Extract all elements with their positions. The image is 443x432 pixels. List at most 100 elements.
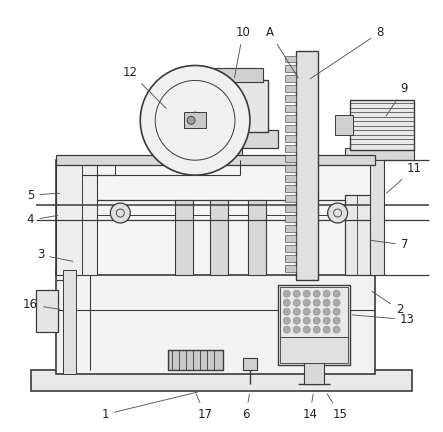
Text: 13: 13 xyxy=(352,313,415,326)
Bar xyxy=(243,358,257,369)
Bar xyxy=(285,195,296,202)
Bar xyxy=(350,100,414,150)
Circle shape xyxy=(313,308,320,315)
Bar xyxy=(55,160,374,275)
Bar xyxy=(55,270,374,375)
Bar xyxy=(285,86,296,92)
Bar xyxy=(334,115,353,135)
Circle shape xyxy=(110,203,130,223)
Text: 16: 16 xyxy=(23,298,60,311)
Circle shape xyxy=(313,299,320,306)
Circle shape xyxy=(284,326,290,333)
Text: 17: 17 xyxy=(196,394,213,421)
Bar xyxy=(285,225,296,232)
Text: 10: 10 xyxy=(234,26,250,78)
Text: 6: 6 xyxy=(242,394,250,421)
Bar xyxy=(285,95,296,102)
Bar xyxy=(285,135,296,142)
Text: A: A xyxy=(266,26,298,78)
Circle shape xyxy=(293,326,300,333)
Text: 1: 1 xyxy=(101,392,198,421)
Circle shape xyxy=(293,308,300,315)
Bar xyxy=(285,56,296,63)
Bar xyxy=(304,362,324,384)
Bar xyxy=(55,155,374,165)
Text: 2: 2 xyxy=(372,291,403,316)
Bar xyxy=(184,112,206,128)
Bar xyxy=(285,175,296,182)
Bar xyxy=(200,80,268,132)
Circle shape xyxy=(303,308,310,315)
Circle shape xyxy=(323,308,330,315)
Bar xyxy=(35,290,58,332)
Circle shape xyxy=(303,317,310,324)
Bar xyxy=(345,148,414,160)
Circle shape xyxy=(328,203,348,223)
Bar xyxy=(285,205,296,212)
Circle shape xyxy=(303,299,310,306)
Circle shape xyxy=(303,290,310,297)
Circle shape xyxy=(313,290,320,297)
Bar xyxy=(285,115,296,122)
Bar xyxy=(168,349,223,369)
Bar xyxy=(285,215,296,222)
Text: 11: 11 xyxy=(387,162,422,193)
Circle shape xyxy=(284,290,290,297)
Circle shape xyxy=(333,299,340,306)
Text: 14: 14 xyxy=(302,394,317,421)
Circle shape xyxy=(303,326,310,333)
Text: 15: 15 xyxy=(327,394,347,421)
Bar xyxy=(285,155,296,162)
Circle shape xyxy=(333,290,340,297)
Bar xyxy=(369,160,385,275)
Circle shape xyxy=(293,290,300,297)
Bar xyxy=(296,51,318,280)
Bar xyxy=(285,125,296,132)
Bar xyxy=(285,145,296,152)
Circle shape xyxy=(293,317,300,324)
Circle shape xyxy=(333,317,340,324)
Circle shape xyxy=(323,299,330,306)
Text: 4: 4 xyxy=(27,213,58,226)
Bar xyxy=(285,66,296,73)
Bar xyxy=(280,337,348,362)
Circle shape xyxy=(333,308,340,315)
Circle shape xyxy=(313,326,320,333)
Bar xyxy=(62,270,77,375)
Circle shape xyxy=(284,299,290,306)
Bar xyxy=(285,245,296,252)
Bar xyxy=(285,76,296,83)
Text: 9: 9 xyxy=(386,82,408,116)
Bar xyxy=(345,195,374,275)
Text: 12: 12 xyxy=(123,66,166,108)
Circle shape xyxy=(333,326,340,333)
Bar xyxy=(285,165,296,172)
Bar xyxy=(285,255,296,262)
Bar xyxy=(285,185,296,192)
Text: 7: 7 xyxy=(370,238,408,251)
Bar xyxy=(285,105,296,112)
Circle shape xyxy=(313,317,320,324)
Text: 8: 8 xyxy=(310,26,383,79)
Bar xyxy=(210,200,228,275)
Bar xyxy=(175,200,193,275)
Bar xyxy=(188,130,278,148)
Bar xyxy=(285,265,296,272)
Bar xyxy=(55,160,97,275)
Circle shape xyxy=(293,299,300,306)
Circle shape xyxy=(187,116,195,124)
Circle shape xyxy=(140,66,250,175)
Circle shape xyxy=(323,326,330,333)
Text: 3: 3 xyxy=(37,248,73,261)
Circle shape xyxy=(187,112,203,128)
Bar xyxy=(278,285,350,365)
Bar xyxy=(226,130,242,160)
Circle shape xyxy=(284,308,290,315)
Bar xyxy=(248,200,266,275)
Bar xyxy=(31,369,412,391)
Circle shape xyxy=(323,290,330,297)
Bar xyxy=(285,235,296,242)
Circle shape xyxy=(323,317,330,324)
Circle shape xyxy=(284,317,290,324)
Bar xyxy=(280,287,348,337)
